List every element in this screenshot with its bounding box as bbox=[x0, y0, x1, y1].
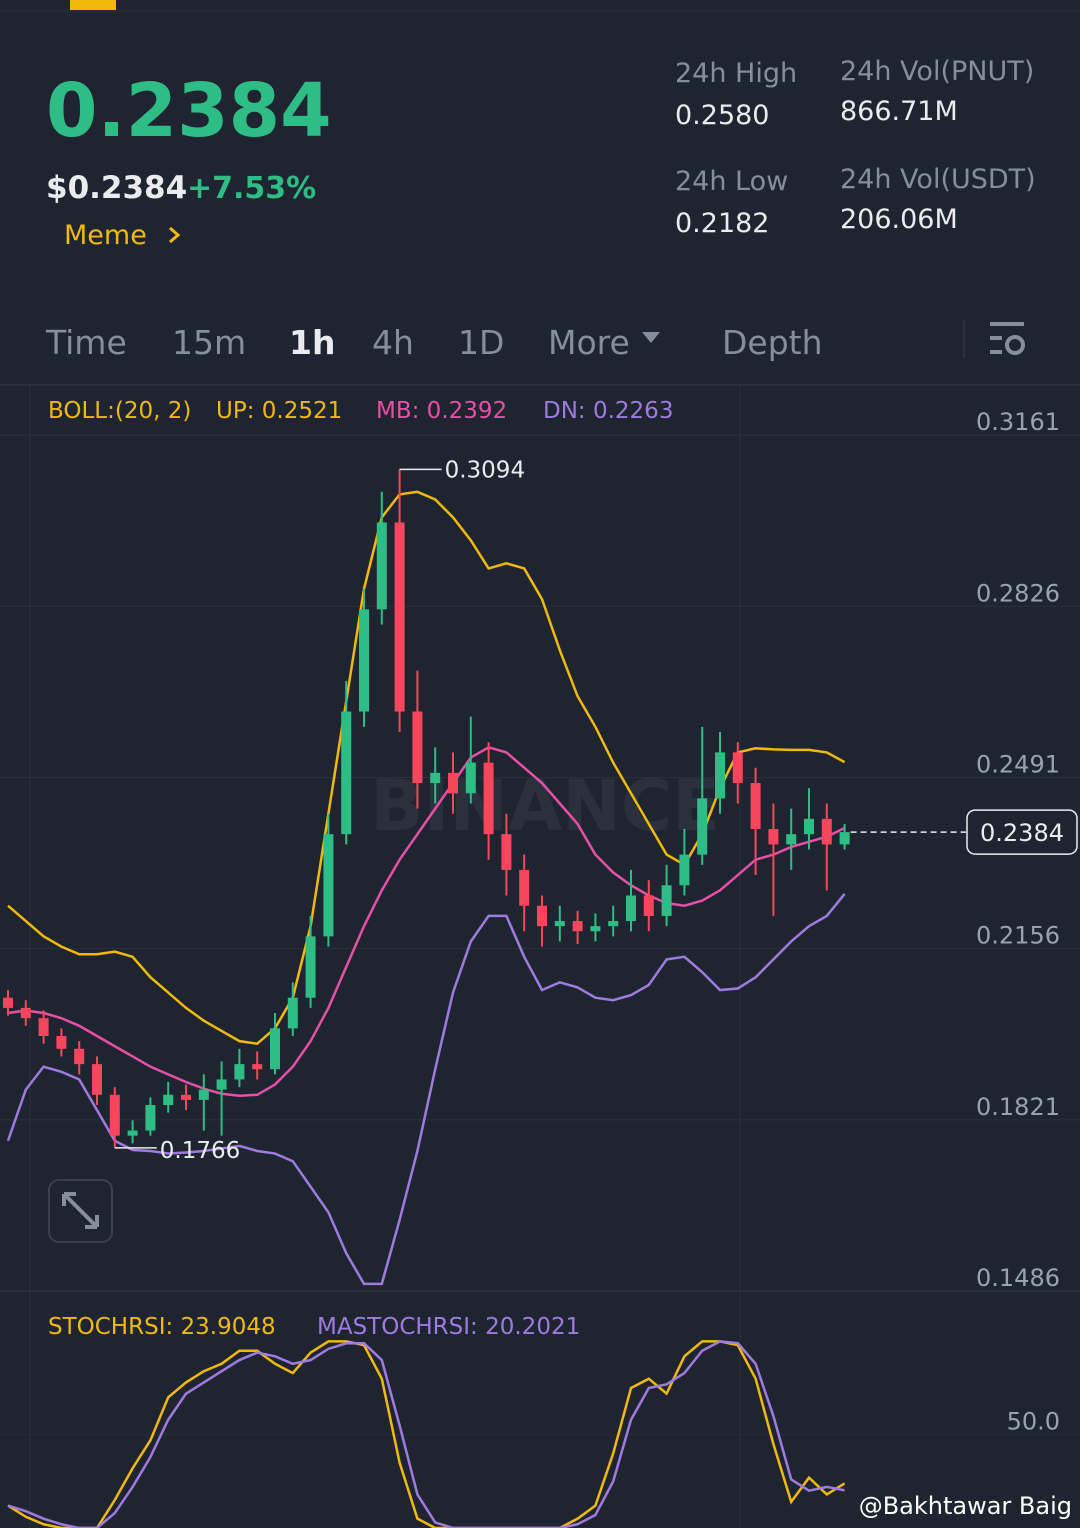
stat-value: 0.2182 bbox=[675, 208, 769, 239]
stat-value: 206.06M bbox=[840, 204, 958, 235]
last-price-box bbox=[966, 809, 1078, 855]
candle-body bbox=[679, 854, 690, 886]
legend-entry: MB: 0.2392 bbox=[376, 398, 507, 424]
candle-body bbox=[626, 895, 636, 922]
candle-body bbox=[804, 818, 814, 835]
candle-body bbox=[715, 752, 725, 799]
stat-label: 24h Vol(USDT) bbox=[840, 164, 1036, 195]
y-tick-label: 50.0 bbox=[1007, 1408, 1060, 1436]
watermark: BINANCE bbox=[370, 765, 720, 847]
candle-body bbox=[38, 1018, 49, 1037]
candle-body bbox=[537, 905, 547, 927]
y-tick-label: 0.3161 bbox=[976, 408, 1060, 436]
max-label: 0.3094 bbox=[445, 457, 525, 483]
candle-body bbox=[252, 1064, 263, 1070]
last-price-label: 0.2384 bbox=[980, 819, 1064, 847]
candle-body bbox=[661, 885, 672, 916]
candle-body bbox=[412, 711, 423, 784]
expand-icon bbox=[62, 1192, 99, 1229]
settings-icon[interactable] bbox=[990, 322, 1025, 355]
candle-body bbox=[56, 1036, 67, 1049]
y-tick-label: 0.2491 bbox=[976, 750, 1060, 778]
candle-body bbox=[359, 609, 369, 712]
candle-body bbox=[92, 1064, 102, 1095]
tab[interactable]: 1D bbox=[458, 323, 504, 362]
candle-body bbox=[181, 1094, 191, 1100]
stat-label: 24h Low bbox=[675, 166, 788, 197]
indicator-line bbox=[7, 1340, 846, 1528]
candle-body bbox=[501, 834, 512, 870]
y-tick-label: 0.1821 bbox=[976, 1093, 1060, 1121]
candle-body bbox=[127, 1130, 138, 1136]
tab[interactable]: Time bbox=[45, 323, 127, 362]
candle-body bbox=[839, 832, 850, 845]
candle-body bbox=[198, 1089, 209, 1100]
candle-body bbox=[163, 1094, 174, 1105]
y-tick-label: 0.2826 bbox=[976, 579, 1060, 607]
dropdown-arrow bbox=[642, 332, 660, 343]
candle-body bbox=[750, 783, 761, 830]
candle-body bbox=[3, 997, 13, 1008]
candle-body bbox=[608, 921, 619, 927]
candle-body bbox=[109, 1094, 120, 1136]
candle-body bbox=[430, 772, 441, 784]
candle-body bbox=[287, 997, 298, 1029]
tab[interactable]: 15m bbox=[172, 323, 246, 362]
candle-body bbox=[465, 762, 476, 794]
stat-label: 24h Vol(PNUT) bbox=[840, 56, 1034, 87]
candle-body bbox=[20, 1007, 31, 1019]
last-price: 0.2384 bbox=[46, 68, 332, 154]
candle-body bbox=[323, 834, 334, 937]
credit: @Bakhtawar Baig bbox=[859, 1492, 1072, 1520]
candle-body bbox=[448, 772, 458, 794]
min-label: 0.1766 bbox=[160, 1138, 240, 1164]
stat-value: 0.2580 bbox=[675, 100, 769, 131]
icon-gear bbox=[1005, 335, 1025, 355]
legend-entry: DN: 0.2263 bbox=[543, 398, 673, 424]
legend-entry: STOCHRSI: 23.9048 bbox=[48, 1314, 276, 1340]
candle-body bbox=[341, 711, 352, 835]
indicator-line bbox=[6, 893, 846, 1286]
y-tick-label: 0.2156 bbox=[976, 922, 1060, 950]
candle-body bbox=[483, 762, 494, 835]
tag[interactable]: Meme bbox=[64, 220, 147, 251]
chevron bbox=[169, 226, 181, 244]
stat-label: 24h High bbox=[675, 58, 797, 89]
candle-body bbox=[697, 798, 708, 855]
tab[interactable]: More bbox=[548, 323, 630, 362]
candle-body bbox=[270, 1028, 280, 1070]
candle-body bbox=[590, 926, 601, 932]
y-tick-label: 0.1486 bbox=[976, 1264, 1060, 1292]
candle-body bbox=[786, 834, 797, 845]
indicator-line bbox=[7, 1340, 845, 1528]
plot: 0.3161 0.2826 0.2491 0.2156 0.1821 0.1486 0.30… bbox=[0, 408, 1080, 1528]
candle-body bbox=[216, 1079, 227, 1090]
candle-body bbox=[376, 522, 387, 610]
tab-indicator bbox=[70, 0, 116, 10]
candle-body bbox=[572, 921, 583, 932]
indicator-label: BOLL:(20, 2) bbox=[48, 398, 191, 424]
legend-entry: MASTOCHRSI: 20.2021 bbox=[317, 1314, 580, 1340]
candle-body bbox=[145, 1104, 156, 1131]
tab[interactable]: 1h bbox=[289, 323, 335, 362]
tab[interactable]: Depth bbox=[722, 323, 823, 362]
candle-body bbox=[394, 522, 405, 712]
candle-body bbox=[554, 921, 565, 927]
stat-value: 866.71M bbox=[840, 96, 958, 127]
candle-body bbox=[234, 1064, 245, 1080]
indicator-line bbox=[7, 745, 846, 1098]
candle-body bbox=[768, 829, 779, 845]
candle-body bbox=[643, 895, 654, 916]
candle-body bbox=[732, 752, 743, 784]
price-change: +7.53% bbox=[187, 171, 316, 206]
candle-body bbox=[305, 936, 316, 998]
candle-body bbox=[519, 869, 530, 906]
usd-price: $0.2384 bbox=[46, 170, 187, 206]
candle-body bbox=[74, 1048, 85, 1065]
tab[interactable]: 4h bbox=[372, 323, 414, 362]
legend-entry: UP: 0.2521 bbox=[216, 398, 342, 424]
candle-body bbox=[821, 818, 832, 845]
